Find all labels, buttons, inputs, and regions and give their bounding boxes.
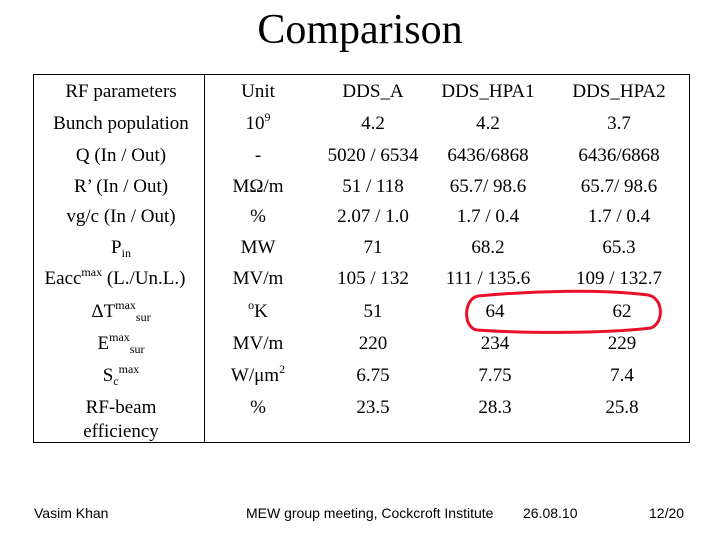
row-unit-r-prime: MΩ/m xyxy=(232,176,284,197)
footer-event: MEW group meeting, Cockcroft Institute xyxy=(246,505,494,521)
cell-dds-hpa2: 1.7 / 0.4 xyxy=(587,206,651,227)
header-rf-parameters: RF parameters xyxy=(65,81,177,102)
comparison-table: RF parameters Unit DDS_A DDS_HPA1 DDS_HP… xyxy=(33,74,690,443)
row-unit-eacc: MV/m xyxy=(232,268,284,289)
cell-dds-hpa2: 7.4 xyxy=(610,365,634,386)
header-dds-a: DDS_A xyxy=(342,81,404,102)
cell-dds-hpa2: 62 xyxy=(612,301,632,322)
cell-dds-hpa1: 111 / 135.6 xyxy=(445,268,531,289)
cell-dds-hpa2: 65.3 xyxy=(602,237,636,258)
row-param-e-sur: Emaxsur xyxy=(97,330,145,356)
row-param-r-prime: R’ (In / Out) xyxy=(73,176,169,197)
row-param-eacc: Eaccmax (L./Un.L.) xyxy=(44,265,186,289)
cell-dds-hpa2: 65.7/ 98.6 xyxy=(580,176,658,197)
header-dds-hpa2: DDS_HPA2 xyxy=(572,81,666,102)
cell-dds-a: 5020 / 6534 xyxy=(327,145,419,166)
cell-dds-hpa1: 1.7 / 0.4 xyxy=(456,206,520,227)
cell-dds-hpa1: 68.2 xyxy=(471,237,505,258)
cell-dds-hpa2: 3.7 xyxy=(607,113,631,134)
column-divider xyxy=(204,75,205,442)
cell-dds-hpa1: 234 xyxy=(480,333,510,354)
cell-dds-hpa2: 6436/6868 xyxy=(578,145,660,166)
row-param-bunch-population: Bunch population xyxy=(53,113,189,134)
footer-date: 26.08.10 xyxy=(523,505,578,521)
cell-dds-hpa2: 229 xyxy=(607,333,637,354)
cell-dds-a: 23.5 xyxy=(356,397,390,418)
row-param-q: Q (In / Out) xyxy=(75,145,167,166)
row-param-rf-beam-line2: efficiency xyxy=(83,421,159,442)
row-unit-delta-t: oK xyxy=(248,298,268,322)
cell-dds-a: 105 / 132 xyxy=(337,268,409,289)
footer-author: Vasim Khan xyxy=(34,505,109,521)
header-dds-hpa1: DDS_HPA1 xyxy=(441,81,535,102)
cell-dds-hpa1: 28.3 xyxy=(478,397,512,418)
cell-dds-a: 4.2 xyxy=(361,113,385,134)
cell-dds-a: 51 xyxy=(363,301,383,322)
row-param-sc: Scmax xyxy=(102,362,140,388)
row-unit-vgc: % xyxy=(250,206,266,227)
row-param-pin: Pin xyxy=(111,237,131,260)
row-unit-sc: W/μm2 xyxy=(230,362,286,386)
cell-dds-a: 51 / 118 xyxy=(342,176,404,197)
cell-dds-hpa1: 4.2 xyxy=(476,113,500,134)
cell-dds-hpa1: 65.7/ 98.6 xyxy=(449,176,527,197)
header-unit: Unit xyxy=(241,81,275,102)
row-unit-bunch-population: 109 xyxy=(245,110,271,134)
cell-dds-a: 2.07 / 1.0 xyxy=(337,206,409,227)
cell-dds-a: 6.75 xyxy=(356,365,390,386)
slide-title: Comparison xyxy=(257,7,463,53)
row-param-vgc: vg/c (In / Out) xyxy=(66,206,176,227)
row-unit-e-sur: MV/m xyxy=(232,333,284,354)
row-unit-rf-beam: % xyxy=(250,397,266,418)
cell-dds-a: 220 xyxy=(358,333,388,354)
row-param-rf-beam-line1: RF-beam xyxy=(85,397,157,418)
cell-dds-hpa2: 109 / 132.7 xyxy=(575,268,663,289)
row-unit-q: - xyxy=(254,145,262,166)
row-param-delta-t: ΔTmaxsur xyxy=(91,298,151,324)
cell-dds-hpa1: 64 xyxy=(485,301,505,322)
cell-dds-hpa2: 25.8 xyxy=(605,397,639,418)
cell-dds-hpa1: 6436/6868 xyxy=(447,145,529,166)
cell-dds-a: 71 xyxy=(363,237,383,258)
row-unit-pin: MW xyxy=(240,237,276,258)
footer-page-number: 12/20 xyxy=(649,505,685,521)
cell-dds-hpa1: 7.75 xyxy=(478,365,512,386)
